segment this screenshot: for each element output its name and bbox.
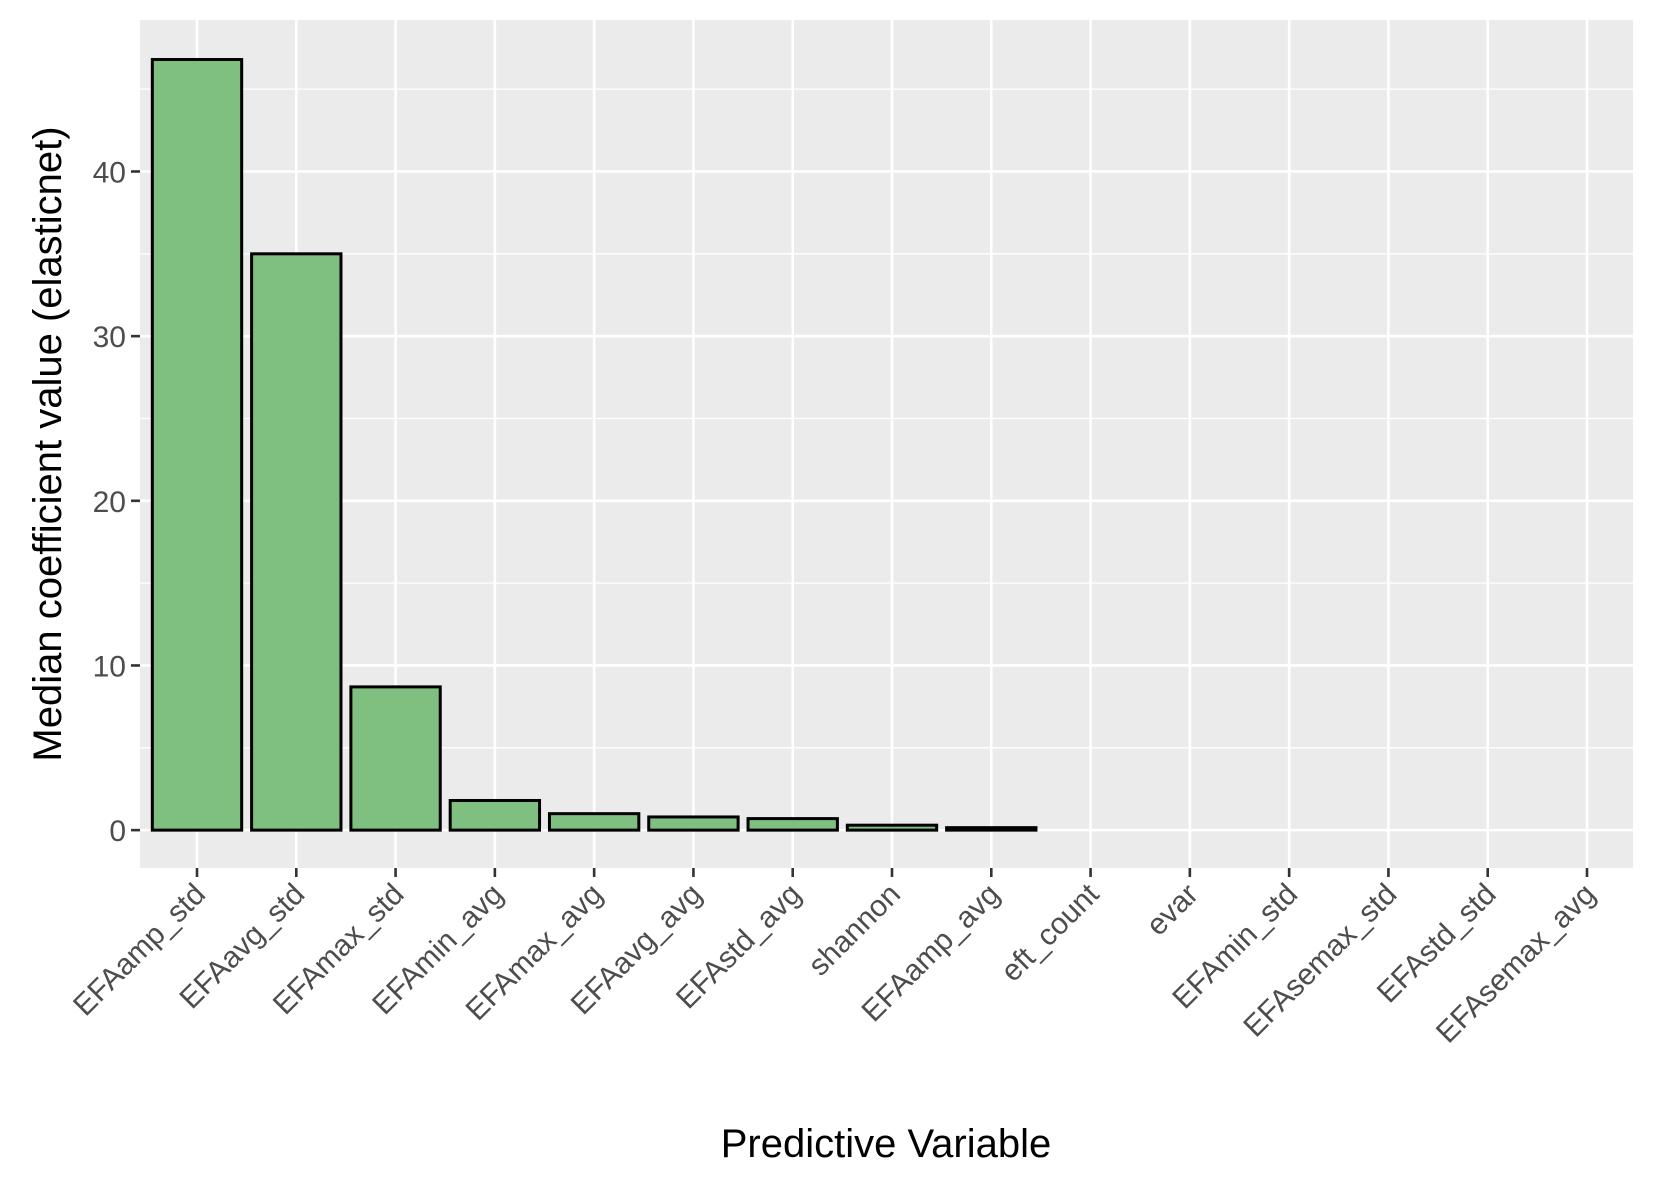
y-axis-title: Median coefficient value (elasticnet) (26, 126, 70, 761)
x-tick-label: shannon (802, 878, 907, 983)
bar-EFAamp_std (150, 58, 244, 832)
bar-EFAavg_std (250, 252, 343, 832)
bar-shannon (845, 823, 939, 832)
y-axis: 0 10 20 30 40 (93, 156, 140, 848)
bars (150, 58, 1038, 832)
y-tick-label: 20 (93, 486, 126, 519)
y-tick-label: 10 (93, 650, 126, 683)
bar-EFAmax_avg (547, 812, 641, 832)
bar-EFAstd_avg (746, 817, 839, 832)
bar-EFAmax_std (349, 685, 442, 832)
x-tick-label: evar (1140, 878, 1205, 943)
y-tick-label: 40 (93, 156, 126, 189)
x-tick-label: eft_count (995, 877, 1106, 988)
y-tick-label: 30 (93, 321, 126, 354)
y-tick-label: 0 (109, 815, 126, 848)
bar-EFAmin_avg (448, 798, 542, 832)
bar-EFAamp_avg (945, 826, 1038, 832)
bar-EFAavg_avg (647, 815, 740, 832)
x-axis: EFAamp_stdEFAavg_stdEFAmax_stdEFAmin_avg… (67, 868, 1602, 1050)
x-axis-title: Predictive Variable (721, 1122, 1052, 1166)
